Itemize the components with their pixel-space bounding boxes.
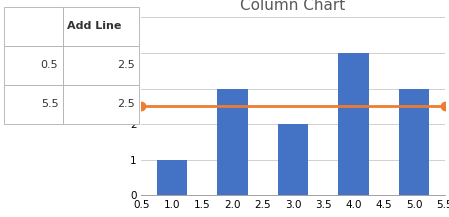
Text: 2.5: 2.5 — [117, 60, 135, 70]
Bar — [278, 124, 308, 195]
Bar — [63, 85, 139, 124]
Text: 2.5: 2.5 — [117, 99, 135, 109]
Bar — [217, 89, 247, 195]
Bar — [157, 160, 187, 195]
Title: Column Chart: Column Chart — [240, 0, 346, 13]
Text: 5.5: 5.5 — [41, 99, 58, 109]
Text: 0.5: 0.5 — [41, 60, 58, 70]
Bar — [63, 7, 139, 46]
Bar — [63, 46, 139, 85]
Bar — [4, 46, 63, 85]
Text: Add Line: Add Line — [67, 21, 122, 31]
Bar — [399, 89, 429, 195]
Bar — [4, 85, 63, 124]
Bar — [339, 53, 369, 195]
Bar — [4, 7, 63, 46]
